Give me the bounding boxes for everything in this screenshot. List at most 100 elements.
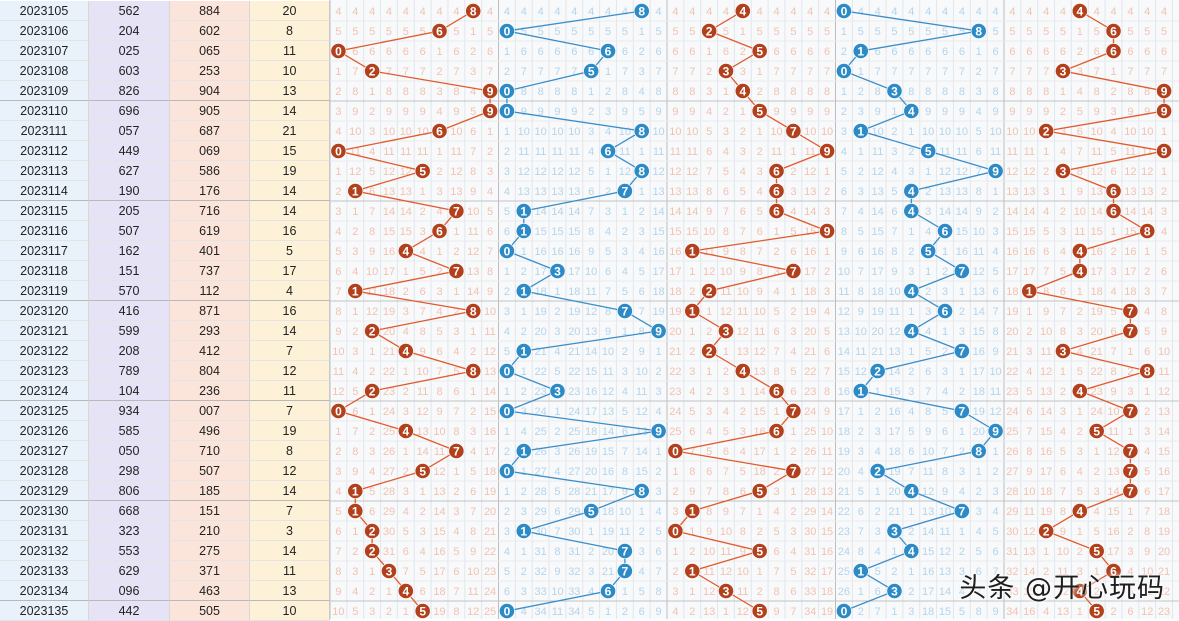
missing-count: 7 [622,446,628,458]
missing-count: 3 [925,206,931,218]
missing-count: 8 [656,586,662,598]
period-cell: 2023118 [0,261,89,281]
missing-count: 16 [568,246,580,258]
missing-count: 20 [973,426,985,438]
trend-ball-label: 2 [706,344,713,358]
missing-count: 4 [1077,346,1083,358]
missing-count: 32 [804,566,816,578]
missing-count: 7 [891,226,897,238]
missing-count: 3 [993,226,999,238]
missing-count: 10 [1107,406,1119,418]
missing-count: 1 [790,146,796,158]
missing-count: 8 [588,226,594,238]
missing-count: 6 [773,546,779,558]
missing-count: 9 [369,246,375,258]
missing-count: 8 [773,366,779,378]
missing-count: 15 [636,466,648,478]
missing-count: 5 [1127,26,1133,38]
missing-count: 6 [908,446,914,458]
missing-count: 10 [804,126,816,138]
missing-count: 1 [656,346,662,358]
trend-ball-label: 7 [622,304,629,318]
missing-count: 8 [942,86,948,98]
missing-count: 2 [1144,266,1150,278]
missing-count: 5 [403,526,409,538]
number-cell: 934 [89,401,170,421]
missing-count: 5 [908,26,914,38]
missing-count: 6 [807,46,813,58]
missing-count: 32 [568,566,580,578]
missing-count: 12 [838,306,850,318]
missing-count: 5 [588,26,594,38]
missing-count: 1 [841,26,847,38]
missing-count: 2 [959,306,965,318]
missing-count: 11 [434,446,445,458]
missing-count: 10 [669,126,681,138]
period-cell: 2023106 [0,21,89,41]
missing-count: 9 [875,106,881,118]
missing-count: 31 [1006,546,1018,558]
missing-count: 9 [773,606,779,618]
missing-count: 31 [804,546,816,558]
missing-count: 2 [858,86,864,98]
table-row: 2023126 585 496 19 [0,421,330,441]
missing-count: 2 [504,146,510,158]
missing-count: 10 [551,126,563,138]
missing-count: 12 [956,166,968,178]
missing-count: 10 [1023,486,1035,498]
missing-count: 7 [1161,286,1167,298]
missing-count: 8 [470,166,476,178]
missing-count: 4 [706,106,712,118]
missing-count: 5 [335,246,341,258]
period-cell: 2023122 [0,341,89,361]
missing-count: 1 [1077,526,1083,538]
missing-count: 12 [636,406,648,418]
group-cell: 412 [170,341,250,361]
missing-count: 20 [568,326,580,338]
trend-ball-label: 5 [419,464,426,478]
missing-count: 1 [672,466,678,478]
missing-count: 5 [622,286,628,298]
missing-count: 11 [552,606,563,618]
missing-count: 10 [602,346,614,358]
missing-count: 18 [754,466,766,478]
missing-count: 5 [352,386,358,398]
missing-count: 10 [1091,126,1103,138]
missing-count: 8 [706,506,712,518]
missing-count: 2 [925,286,931,298]
missing-count: 1 [908,126,914,138]
missing-count: 14 [417,446,429,458]
missing-count: 4 [369,6,375,18]
missing-count: 2 [639,206,645,218]
missing-count: 18 [872,286,884,298]
trend-ball-label: 6 [605,584,612,598]
missing-count: 13 [804,186,816,198]
missing-count: 3 [656,386,662,398]
missing-count: 6 [453,566,459,578]
trend-ball-label: 2 [369,384,376,398]
missing-count: 13 [433,486,445,498]
missing-count: 6 [335,526,341,538]
missing-count: 5 [807,26,813,38]
missing-count: 13 [888,346,900,358]
missing-count: 9 [824,106,830,118]
trend-ball-label: 7 [1127,404,1134,418]
missing-count: 12 [669,166,681,178]
missing-count: 4 [436,306,442,318]
missing-count: 19 [872,306,884,318]
missing-count: 26 [1006,446,1018,458]
missing-count: 2 [858,166,864,178]
trend-ball-label: 5 [756,44,763,58]
missing-count: 1 [639,506,645,518]
missing-count: 2 [521,266,527,278]
trend-ball-label: 3 [554,264,561,278]
missing-count: 11 [687,146,698,158]
missing-count: 20 [484,506,496,518]
missing-count: 1 [521,546,527,558]
missing-count: 1 [706,366,712,378]
missing-count: 6 [723,446,729,458]
missing-count: 12 [602,386,614,398]
trend-ball-label: 8 [638,4,645,18]
missing-count: 21 [1091,346,1103,358]
missing-count: 17 [1040,466,1052,478]
